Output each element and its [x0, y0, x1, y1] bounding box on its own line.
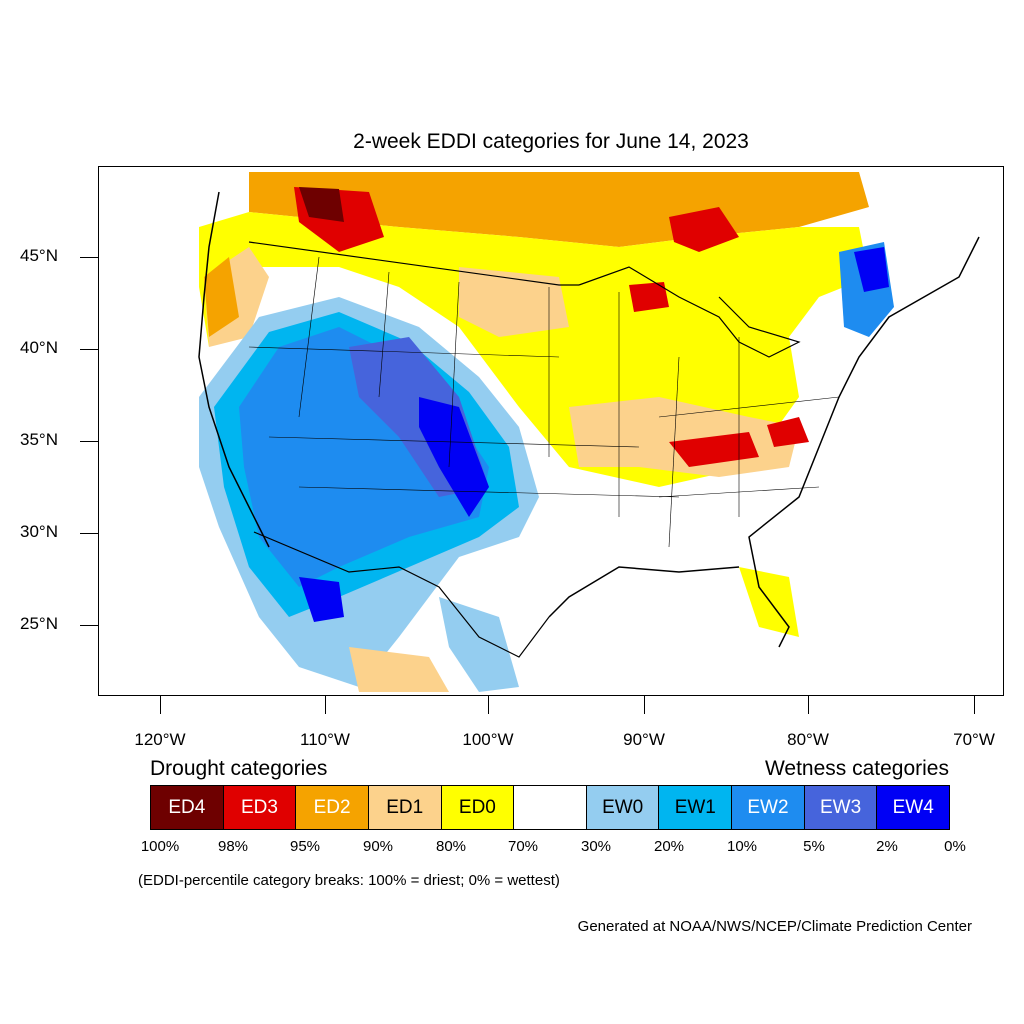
legend-swatch-ed1: ED1: [368, 786, 442, 829]
lon-label-90: 90°W: [623, 730, 665, 749]
pct-label: 10%: [726, 838, 758, 855]
lon-label-80: 80°W: [787, 730, 829, 749]
ed3-region-virginia: [767, 417, 809, 447]
lon-tick: [325, 696, 326, 714]
pct-label: 0%: [944, 838, 966, 855]
lat-tick: [80, 349, 98, 350]
lat-tick: [80, 257, 98, 258]
lon-tick: [808, 696, 809, 714]
legend-swatch-ed2: ED2: [296, 786, 369, 829]
legend-swatch-ew1: EW1: [659, 786, 733, 829]
map-panel: [98, 166, 1004, 696]
ed2-region-mexico: [349, 647, 449, 692]
legend-swatch-ed0: ED0: [441, 786, 515, 829]
state-lines: [248, 256, 840, 548]
legend-swatch-ew0: EW0: [586, 786, 660, 829]
ew4-region-plains: [419, 397, 489, 517]
legend-drought-title: Drought categories: [150, 757, 328, 780]
ed0-region-florida: [739, 567, 799, 637]
west-coastline: [198, 191, 270, 548]
lat-label-40: 40°N: [20, 338, 58, 357]
ed3-region-ontario: [669, 207, 739, 252]
us-border-north: [248, 241, 579, 286]
ed2-region-west: [204, 257, 239, 337]
pct-label: 90%: [362, 838, 394, 855]
legend-colorbar: ED4 ED3 ED2 ED1 ED0 EW0 EW1 EW2 EW3 EW4: [150, 785, 950, 830]
ew4-region-baja: [299, 577, 344, 622]
lon-label-100: 100°W: [462, 730, 514, 749]
legend-wetness-title: Wetness categories: [764, 757, 949, 780]
pct-label: 2%: [876, 838, 898, 855]
ed1-region-plains: [459, 267, 569, 337]
pct-label: 30%: [580, 838, 612, 855]
legend-swatch-ew3: EW3: [804, 786, 878, 829]
breaks-note: (EDDI-percentile category breaks: 100% =…: [138, 872, 560, 889]
legend-swatch-neutral: [514, 786, 587, 829]
lat-label-45: 45°N: [20, 246, 58, 265]
pct-label: 5%: [803, 838, 825, 855]
legend-swatch-ed3: ED3: [223, 786, 297, 829]
pct-label: 80%: [435, 838, 467, 855]
pct-label: 20%: [653, 838, 685, 855]
lon-label-70: 70°W: [953, 730, 995, 749]
east-coastline: [748, 236, 980, 648]
gulf-coastline: [548, 566, 740, 618]
eddi-map: [198, 172, 980, 692]
ew1-region-texas: [439, 597, 519, 692]
pct-label: 98%: [217, 838, 249, 855]
credit-text: Generated at NOAA/NWS/NCEP/Climate Predi…: [577, 918, 972, 935]
lat-label-25: 25°N: [20, 614, 58, 633]
lat-tick: [80, 533, 98, 534]
lat-tick: [80, 625, 98, 626]
legend-swatch-ed4: ED4: [151, 786, 224, 829]
ed3-region-ohio-valley: [669, 432, 759, 467]
lat-label-30: 30°N: [20, 522, 58, 541]
pct-label: 70%: [507, 838, 539, 855]
lon-tick: [644, 696, 645, 714]
us-border-south: [253, 531, 550, 658]
ed3-region-michigan: [629, 282, 669, 312]
ew4-region-maine: [854, 247, 889, 292]
lat-label-35: 35°N: [20, 430, 58, 449]
lon-label-110: 110°W: [300, 730, 350, 749]
ed4-region-montana: [299, 187, 344, 222]
lon-tick: [160, 696, 161, 714]
lat-tick: [80, 441, 98, 442]
lon-tick: [488, 696, 489, 714]
pct-label: 100%: [140, 838, 180, 855]
pct-label: 95%: [289, 838, 321, 855]
legend-swatch-ew4: EW4: [877, 786, 950, 829]
lon-tick: [974, 696, 975, 714]
lon-label-120: 120°W: [134, 730, 186, 749]
legend-swatch-ew2: EW2: [732, 786, 805, 829]
map-title: 2-week EDDI categories for June 14, 2023: [353, 130, 749, 153]
